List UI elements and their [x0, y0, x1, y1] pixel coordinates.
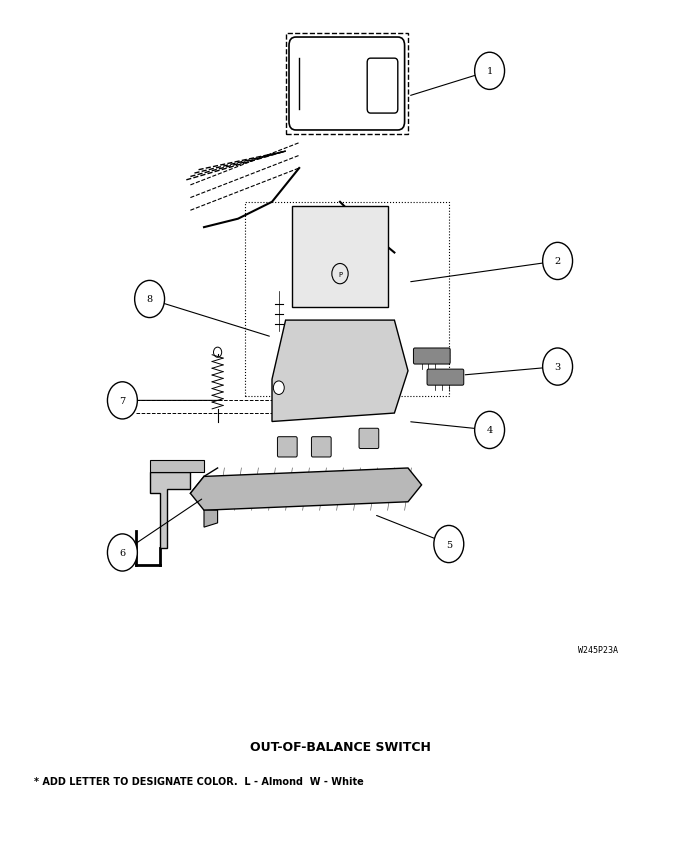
Polygon shape	[190, 468, 422, 511]
Polygon shape	[292, 207, 388, 308]
Circle shape	[543, 243, 573, 280]
Polygon shape	[272, 321, 408, 422]
FancyBboxPatch shape	[277, 437, 297, 457]
Circle shape	[475, 53, 505, 90]
Circle shape	[107, 382, 137, 419]
Circle shape	[434, 526, 464, 563]
Circle shape	[475, 412, 505, 449]
Text: 4: 4	[486, 426, 493, 435]
Text: 3: 3	[554, 363, 561, 371]
FancyBboxPatch shape	[427, 370, 464, 386]
Text: 1: 1	[486, 68, 493, 76]
Text: P: P	[338, 271, 342, 278]
Polygon shape	[150, 460, 204, 473]
Text: 6: 6	[119, 549, 126, 557]
Circle shape	[135, 281, 165, 318]
Text: * ADD LETTER TO DESIGNATE COLOR.  L - Almond  W - White: * ADD LETTER TO DESIGNATE COLOR. L - Alm…	[34, 776, 364, 786]
Circle shape	[273, 381, 284, 395]
Polygon shape	[204, 511, 218, 528]
Text: W245P23A: W245P23A	[579, 646, 618, 654]
Text: 2: 2	[554, 257, 561, 266]
Text: OUT-OF-BALANCE SWITCH: OUT-OF-BALANCE SWITCH	[250, 740, 430, 754]
Polygon shape	[150, 473, 190, 549]
Text: 7: 7	[119, 397, 126, 405]
Circle shape	[543, 349, 573, 386]
Text: 8: 8	[146, 295, 153, 304]
FancyBboxPatch shape	[311, 437, 331, 457]
Circle shape	[107, 534, 137, 571]
FancyBboxPatch shape	[413, 349, 450, 365]
Text: 5: 5	[445, 540, 452, 549]
FancyBboxPatch shape	[359, 429, 379, 449]
